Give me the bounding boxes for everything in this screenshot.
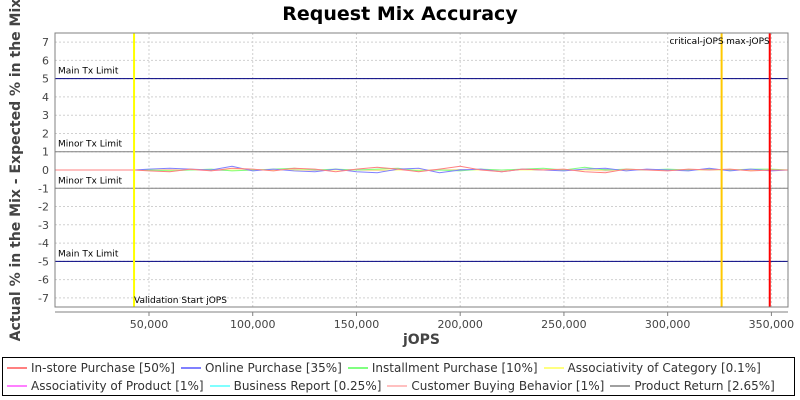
- legend-item: Installment Purchase [10%]: [347, 361, 538, 375]
- legend-item: Online Purchase [35%]: [180, 361, 342, 375]
- legend-item: In-store Purchase [50%]: [7, 361, 175, 375]
- marker-label: max-jOPS: [726, 37, 770, 47]
- y-tick-label: -5: [38, 255, 49, 268]
- legend-swatch-icon: [610, 385, 631, 387]
- chart-title: Request Mix Accuracy: [282, 3, 518, 25]
- legend-item: Customer Buying Behavior [1%]: [387, 379, 604, 393]
- legend-swatch-icon: [7, 367, 27, 369]
- y-tick-label: 4: [42, 91, 49, 104]
- marker-label: critical-jOPS: [669, 37, 723, 47]
- limit-label: Main Tx Limit: [58, 67, 119, 77]
- y-tick-label: -4: [38, 237, 49, 250]
- y-tick-label: 3: [42, 109, 49, 122]
- legend-label: Customer Buying Behavior [1%]: [411, 379, 605, 393]
- x-axis-label: jOPS: [402, 332, 440, 348]
- legend-swatch-icon: [180, 367, 201, 369]
- y-tick-label: 0: [42, 164, 49, 177]
- x-tick-label: 150,000: [334, 318, 380, 331]
- legend-swatch-icon: [209, 385, 230, 387]
- x-tick-label: 350,000: [749, 318, 795, 331]
- y-tick-label: -7: [38, 292, 49, 305]
- y-tick-label: -3: [38, 219, 49, 232]
- x-tick-label: 100,000: [230, 318, 276, 331]
- legend-item: Product Return [2.65%]: [610, 379, 775, 393]
- series-line: [55, 165, 788, 174]
- legend-label: Associativity of Product [1%]: [31, 379, 204, 393]
- x-tick-label: 250,000: [541, 318, 587, 331]
- legend-label: Product Return [2.65%]: [634, 379, 775, 393]
- y-tick-label: -1: [38, 182, 49, 195]
- y-tick-label: 1: [42, 146, 49, 159]
- y-tick-label: -2: [38, 201, 49, 214]
- x-tick-label: 200,000: [437, 318, 483, 331]
- plot-border: [54, 32, 789, 308]
- legend-swatch-icon: [543, 367, 564, 369]
- y-tick-label: 7: [42, 36, 49, 49]
- legend-row-1: In-store Purchase [50%] Online Purchase […: [7, 359, 767, 377]
- x-tick-label: 50,000: [130, 318, 169, 331]
- x-tick-label: 300,000: [645, 318, 691, 331]
- legend-swatch-icon: [7, 385, 27, 387]
- legend-label: Online Purchase [35%]: [204, 361, 342, 375]
- legend-item: Associativity of Product [1%]: [7, 379, 204, 393]
- limit-label: Main Tx Limit: [58, 249, 119, 259]
- marker-label: Validation Start jOPS: [134, 296, 227, 306]
- legend-row-2: Associativity of Product [1%] Business Re…: [7, 377, 781, 395]
- limit-label: Minor Tx Limit: [58, 140, 123, 150]
- legend-swatch-icon: [387, 385, 408, 387]
- y-tick-label: 5: [42, 73, 49, 86]
- legend-label: Installment Purchase [10%]: [371, 361, 538, 375]
- y-tick-label: 2: [42, 127, 49, 140]
- chart-legend: In-store Purchase [50%] Online Purchase […: [2, 357, 795, 396]
- legend-item: Associativity of Category [0.1%]: [543, 361, 761, 375]
- chart-plot: Main Tx Limit Minor Tx Limit Minor Tx Limi…: [8, 0, 795, 348]
- y-tick-label: -6: [38, 274, 49, 287]
- y-axis-label: Actual % in the Mix - Expected % in the …: [8, 0, 24, 341]
- legend-label: Business Report [0.25%]: [233, 379, 382, 393]
- legend-swatch-icon: [347, 367, 368, 369]
- legend-item: Business Report [0.25%]: [209, 379, 382, 393]
- legend-label: In-store Purchase [50%]: [31, 361, 175, 375]
- legend-label: Associativity of Category [0.1%]: [567, 361, 761, 375]
- limit-label: Minor Tx Limit: [58, 176, 123, 186]
- y-tick-label: 6: [42, 54, 49, 67]
